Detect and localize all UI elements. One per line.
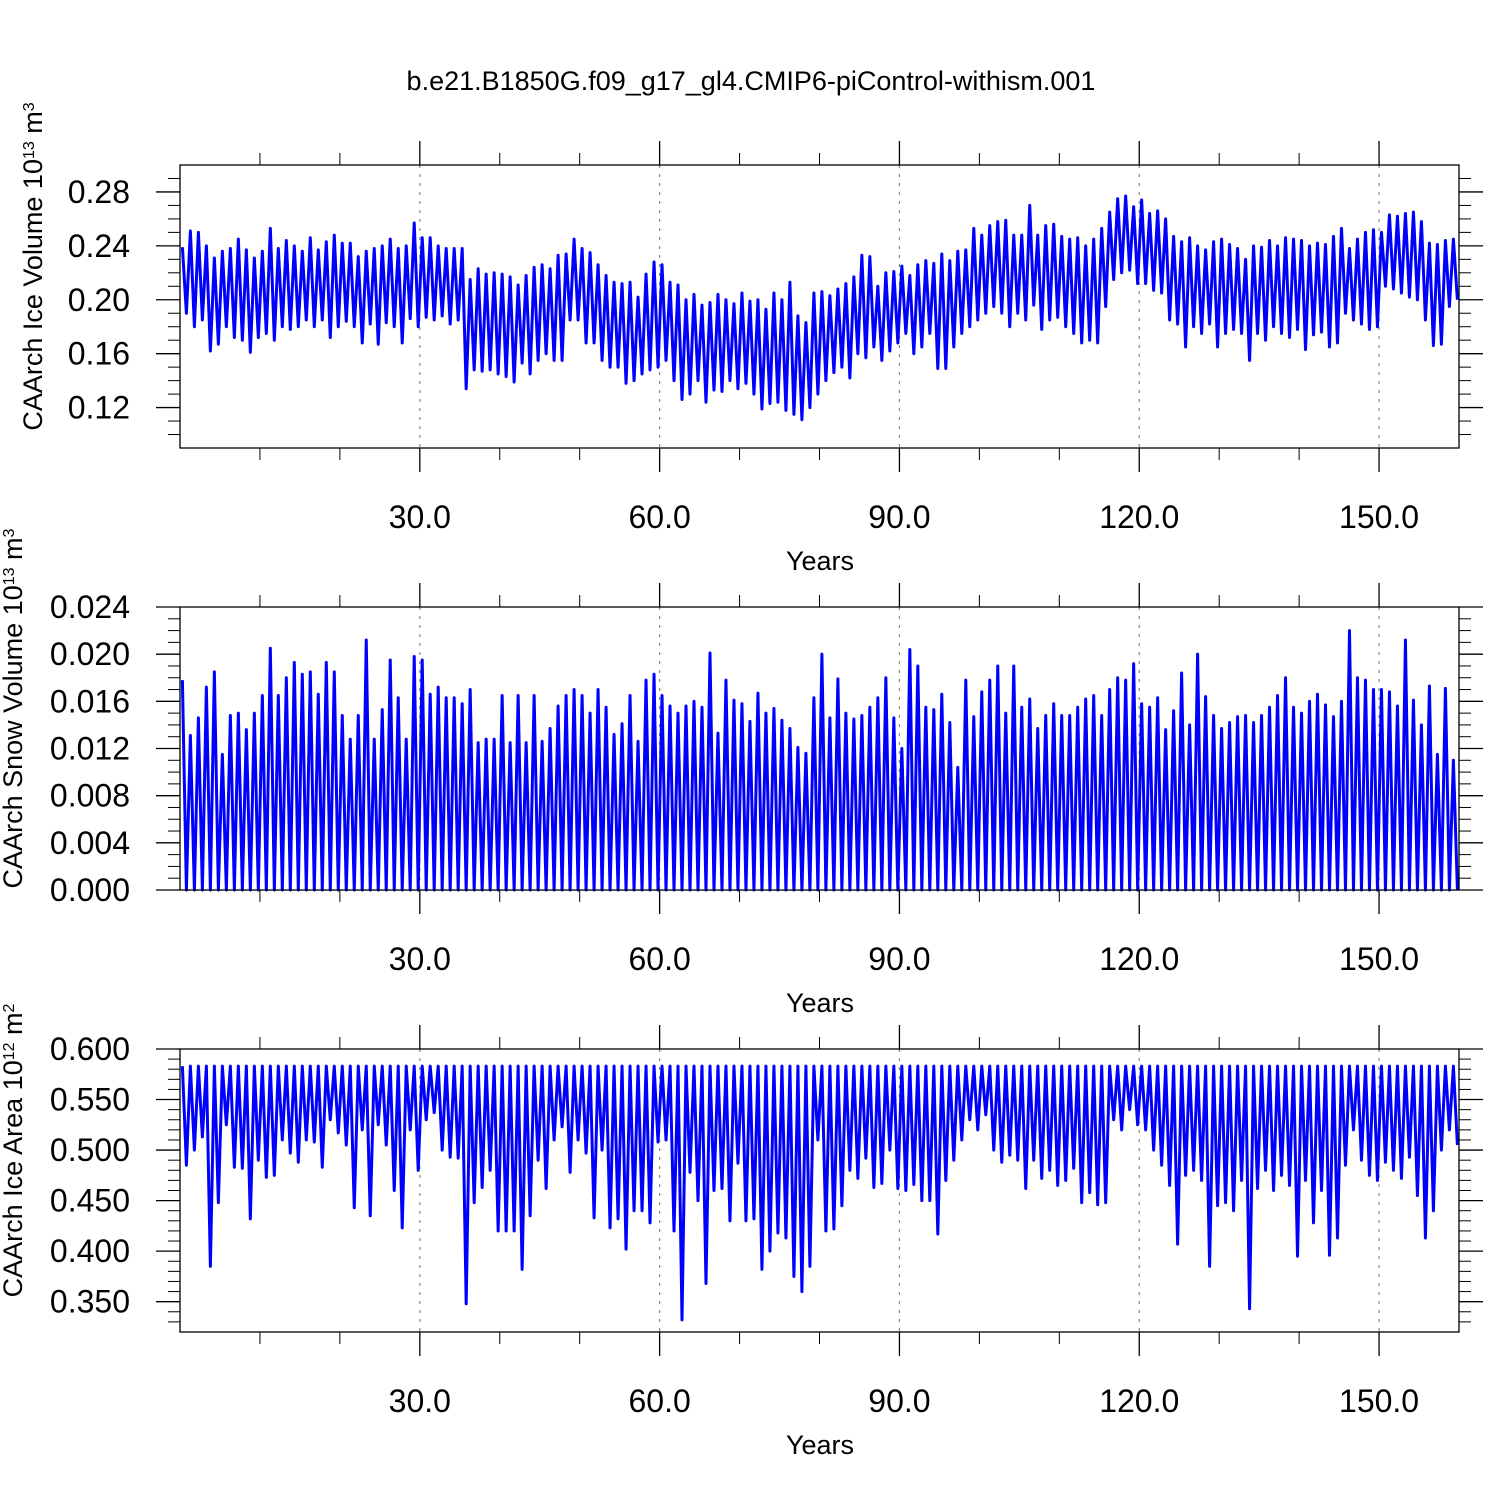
y-tick-label: 0.450	[50, 1183, 130, 1219]
x-tick-label: 90.0	[868, 499, 930, 535]
y-axis-title-unit: m	[0, 1012, 28, 1042]
y-tick-label: 0.024	[50, 589, 130, 625]
data-line	[180, 629, 1459, 892]
y-axis-title-unit-exponent: 3	[21, 102, 38, 111]
x-tick-label: 120.0	[1099, 941, 1179, 977]
data-line	[180, 1064, 1459, 1322]
y-axis-title-unit: m	[18, 111, 48, 141]
y-tick-label: 0.12	[68, 390, 130, 426]
y-axis-title-text: CAArch Snow Volume 10	[0, 585, 28, 888]
x-tick-label: 30.0	[389, 941, 451, 977]
x-tick-label: 150.0	[1339, 1383, 1419, 1419]
y-tick-label: 0.004	[50, 825, 130, 861]
figure-title: b.e21.B1850G.f09_g17_gl4.CMIP6-piControl…	[407, 66, 1096, 96]
y-tick-label: 0.600	[50, 1031, 130, 1067]
y-tick-label: 0.008	[50, 778, 130, 814]
y-tick-label: 0.012	[50, 731, 130, 767]
x-axis-title: Years	[786, 546, 854, 576]
y-tick-label: 0.000	[50, 872, 130, 908]
x-tick-label: 90.0	[868, 941, 930, 977]
y-axis-title: CAArch Ice Volume 1013 m3	[18, 102, 48, 430]
y-tick-label: 0.020	[50, 636, 130, 672]
y-axis-title-exponent: 13	[21, 141, 38, 159]
y-axis-title-exponent: 13	[1, 567, 18, 585]
y-axis-title: CAArch Snow Volume 1013 m3	[0, 528, 28, 888]
y-axis-title-text: CAArch Ice Area 10	[0, 1060, 28, 1297]
x-tick-label: 30.0	[389, 1383, 451, 1419]
x-tick-label: 150.0	[1339, 499, 1419, 535]
x-tick-label: 90.0	[868, 1383, 930, 1419]
y-axis-title-text: CAArch Ice Volume 10	[18, 159, 48, 431]
y-tick-label: 0.016	[50, 683, 130, 719]
y-axis-title: CAArch Ice Area 1012 m2	[0, 1003, 28, 1297]
y-tick-label: 0.28	[68, 174, 130, 210]
data-line	[180, 194, 1459, 422]
x-axis-title: Years	[786, 988, 854, 1018]
y-tick-label: 0.400	[50, 1233, 130, 1269]
x-tick-label: 150.0	[1339, 941, 1419, 977]
y-tick-label: 0.20	[68, 282, 130, 318]
y-tick-label: 0.24	[68, 228, 130, 264]
y-tick-label: 0.500	[50, 1132, 130, 1168]
x-tick-label: 120.0	[1099, 499, 1179, 535]
x-tick-label: 120.0	[1099, 1383, 1179, 1419]
y-axis-title-unit-exponent: 2	[1, 1003, 18, 1012]
y-tick-label: 0.16	[68, 336, 130, 372]
x-tick-label: 60.0	[628, 941, 690, 977]
y-axis-title-unit-exponent: 3	[1, 528, 18, 537]
y-axis-title-exponent: 12	[1, 1042, 18, 1060]
x-tick-label: 30.0	[389, 499, 451, 535]
y-tick-label: 0.350	[50, 1284, 130, 1320]
x-tick-label: 60.0	[628, 499, 690, 535]
y-axis-title-unit: m	[0, 537, 28, 567]
x-axis-title: Years	[786, 1430, 854, 1460]
y-tick-label: 0.550	[50, 1082, 130, 1118]
x-tick-label: 60.0	[628, 1383, 690, 1419]
